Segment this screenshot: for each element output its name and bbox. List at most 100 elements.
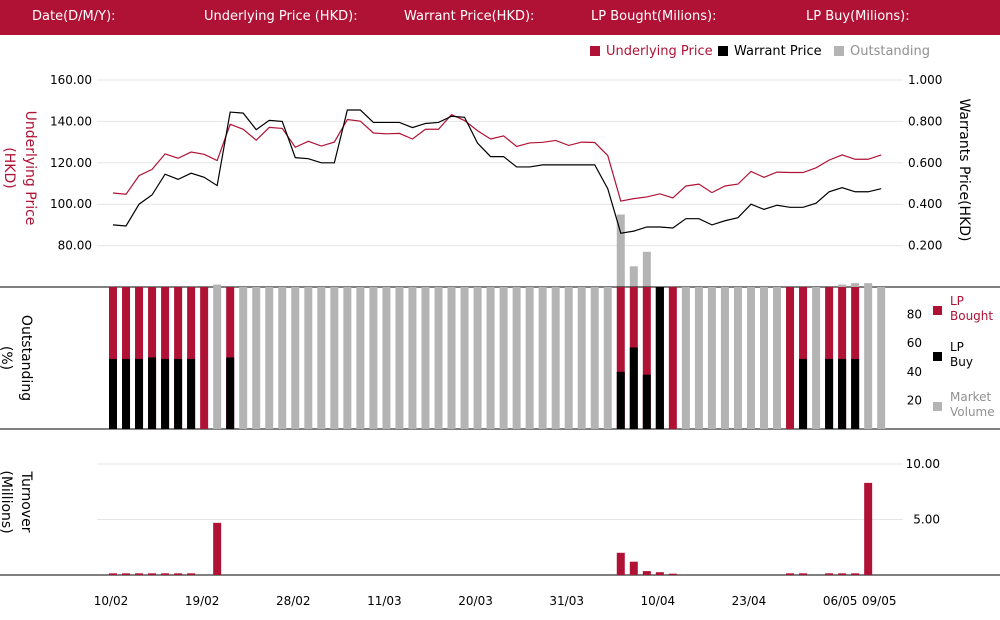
outstanding-bar — [239, 287, 248, 429]
outstanding-bar — [577, 287, 586, 429]
turnover-bar — [668, 573, 677, 575]
turnover-bar — [213, 522, 222, 575]
outstanding-bar — [252, 287, 261, 429]
outstanding-bar — [694, 287, 703, 429]
turnover-bar — [174, 573, 183, 575]
lp-buy-bar — [655, 287, 664, 429]
outstanding-bar — [786, 287, 795, 429]
outstanding-bar — [369, 287, 378, 429]
lp-bought-label: LP Bought(Milions): — [591, 9, 717, 24]
outstanding-bar — [590, 287, 599, 429]
legend-label: LP — [950, 340, 964, 354]
y-tick-left: 100.00 — [50, 197, 92, 211]
legend-swatch — [834, 46, 844, 56]
x-tick-label: 20/03 — [458, 594, 493, 608]
market-volume-cap — [213, 284, 222, 287]
outstanding-bar — [551, 287, 560, 429]
outstanding-bar — [304, 287, 313, 429]
outstanding-bar — [434, 287, 443, 429]
outstanding-bar — [616, 214, 625, 287]
x-tick-label: 28/02 — [276, 594, 311, 608]
lp-buy-bar — [135, 358, 144, 429]
ylabel-outstanding-unit: (%) — [0, 346, 14, 370]
legend-label: Market — [950, 390, 992, 404]
market-volume-cap — [864, 283, 873, 287]
y-tick-outstanding: 60 — [907, 336, 922, 350]
outstanding-bar — [825, 287, 834, 429]
lp-buy-bar — [799, 358, 808, 429]
turnover-bar — [616, 552, 625, 575]
y-tick-outstanding: 20 — [907, 393, 922, 407]
x-tick-label: 10/04 — [641, 594, 676, 608]
y-tick-right: 0.800 — [908, 114, 942, 128]
legend-label: Buy — [950, 355, 973, 369]
x-tick-label: 23/04 — [732, 594, 767, 608]
x-tick-label: 06/05 — [823, 594, 858, 608]
lp-buy-bar — [226, 357, 235, 429]
warrant-price-label: Warrant Price(HKD): — [404, 9, 535, 24]
outstanding-bar — [278, 287, 287, 429]
outstanding-bar — [642, 287, 651, 429]
lp-buy-bar — [616, 371, 625, 429]
outstanding-bar — [629, 266, 638, 287]
y-tick-right: 0.200 — [908, 239, 942, 253]
header-bar: Date(D/M/Y): Underlying Price (HKD): War… — [0, 0, 1000, 35]
turnover-bar — [786, 573, 795, 575]
legend-swatch — [933, 306, 942, 315]
lp-buy-bar — [174, 358, 183, 429]
outstanding-bar — [460, 287, 469, 429]
turnover-bar — [838, 573, 847, 575]
turnover-bar — [109, 573, 117, 575]
outstanding-bar — [122, 287, 131, 429]
x-tick-label: 11/03 — [367, 594, 402, 608]
lp-buy-bar — [642, 374, 651, 429]
legend-label: Underlying Price — [606, 44, 713, 59]
y-tick-right: 0.600 — [908, 156, 942, 170]
ylabel-turnover-unit: (Millions) — [0, 470, 14, 533]
underlying-price-label: Underlying Price (HKD): — [204, 9, 358, 24]
outstanding-bar — [733, 287, 742, 429]
lp-buy-bar — [838, 358, 847, 429]
turnover-bar — [825, 573, 834, 575]
turnover-bar — [864, 482, 873, 575]
lp-buy-bar — [109, 358, 117, 429]
lp-buy-label: LP Buy(Milions): — [806, 9, 910, 24]
outstanding-bar — [356, 287, 365, 429]
y-tick-left: 80.00 — [58, 239, 92, 253]
turnover-bar — [148, 573, 157, 575]
outstanding-bar — [187, 287, 196, 429]
outstanding-bar — [877, 287, 886, 429]
outstanding-bar — [512, 287, 521, 429]
outstanding-bar — [838, 287, 847, 429]
lp-buy-bar — [851, 358, 860, 429]
outstanding-bar — [864, 287, 873, 429]
outstanding-bar — [486, 287, 495, 429]
y-tick-left: 140.00 — [50, 114, 92, 128]
legend-label: Volume — [950, 405, 995, 419]
outstanding-bar — [330, 287, 339, 429]
outstanding-bar — [343, 287, 352, 429]
lp-buy-bar — [161, 358, 170, 429]
y-tick-left: 160.00 — [50, 73, 92, 87]
outstanding-bar — [681, 287, 690, 429]
y-tick-turnover: 10.00 — [906, 457, 940, 471]
outstanding-bar — [773, 287, 782, 429]
lp-buy-bar — [148, 357, 157, 429]
y-tick-right: 1.000 — [908, 73, 942, 87]
outstanding-bar — [291, 287, 300, 429]
outstanding-bar — [564, 287, 573, 429]
legend-swatch — [590, 46, 600, 56]
turnover-bar — [655, 572, 664, 575]
ylabel-right: Warrants Price(HKD) — [956, 98, 972, 241]
x-tick-label: 10/02 — [94, 594, 129, 608]
turnover-bar — [122, 573, 131, 575]
lp-buy-bar — [187, 358, 196, 429]
outstanding-bar — [668, 287, 677, 429]
y-tick-right: 0.400 — [908, 197, 942, 211]
outstanding-bar — [525, 287, 534, 429]
outstanding-bar — [538, 287, 547, 429]
legend-swatch — [718, 46, 728, 56]
outstanding-bar — [473, 287, 482, 429]
outstanding-bar — [200, 287, 209, 429]
lp-buy-bar — [825, 358, 834, 429]
